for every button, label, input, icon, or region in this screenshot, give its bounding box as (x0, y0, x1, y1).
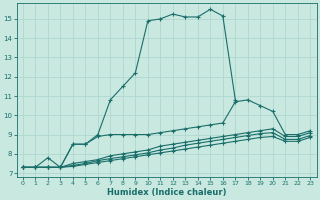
X-axis label: Humidex (Indice chaleur): Humidex (Indice chaleur) (107, 188, 226, 197)
